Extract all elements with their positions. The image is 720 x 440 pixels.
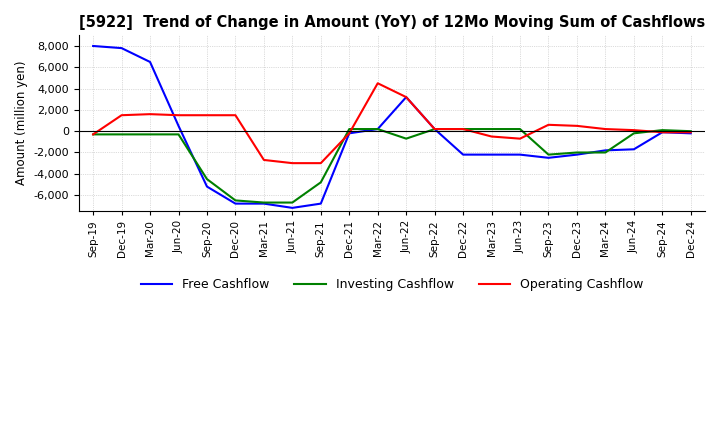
Investing Cashflow (431, 126, 439, 132)
Free Cashflow (629, 147, 638, 152)
Line: Free Cashflow: Free Cashflow (93, 46, 690, 208)
Free Cashflow (686, 131, 695, 136)
Legend: Free Cashflow, Investing Cashflow, Operating Cashflow: Free Cashflow, Investing Cashflow, Opera… (135, 273, 648, 296)
Title: [5922]  Trend of Change in Amount (YoY) of 12Mo Moving Sum of Cashflows: [5922] Trend of Change in Amount (YoY) o… (78, 15, 705, 30)
Free Cashflow (231, 201, 240, 206)
Investing Cashflow (658, 128, 667, 133)
Operating Cashflow (658, 130, 667, 135)
Free Cashflow (516, 152, 524, 157)
Free Cashflow (459, 152, 467, 157)
Free Cashflow (374, 126, 382, 132)
Investing Cashflow (572, 150, 581, 155)
Investing Cashflow (260, 200, 269, 205)
Free Cashflow (260, 201, 269, 206)
Operating Cashflow (686, 130, 695, 135)
Operating Cashflow (459, 126, 467, 132)
Operating Cashflow (145, 111, 154, 117)
Investing Cashflow (374, 126, 382, 132)
Investing Cashflow (487, 126, 496, 132)
Investing Cashflow (145, 132, 154, 137)
Free Cashflow (288, 205, 297, 210)
Investing Cashflow (89, 132, 97, 137)
Investing Cashflow (629, 131, 638, 136)
Free Cashflow (601, 148, 610, 153)
Operating Cashflow (260, 158, 269, 163)
Operating Cashflow (402, 95, 410, 100)
Operating Cashflow (516, 136, 524, 141)
Free Cashflow (145, 59, 154, 65)
Operating Cashflow (231, 113, 240, 118)
Free Cashflow (317, 201, 325, 206)
Free Cashflow (658, 130, 667, 135)
Free Cashflow (345, 131, 354, 136)
Operating Cashflow (345, 131, 354, 136)
Operating Cashflow (202, 113, 211, 118)
Operating Cashflow (431, 126, 439, 132)
Y-axis label: Amount (million yen): Amount (million yen) (15, 61, 28, 185)
Investing Cashflow (288, 200, 297, 205)
Investing Cashflow (345, 126, 354, 132)
Operating Cashflow (544, 122, 553, 128)
Operating Cashflow (288, 161, 297, 166)
Operating Cashflow (374, 81, 382, 86)
Investing Cashflow (317, 180, 325, 185)
Investing Cashflow (516, 126, 524, 132)
Operating Cashflow (174, 113, 183, 118)
Operating Cashflow (601, 126, 610, 132)
Free Cashflow (117, 45, 126, 51)
Investing Cashflow (117, 132, 126, 137)
Free Cashflow (402, 95, 410, 100)
Free Cashflow (89, 44, 97, 49)
Investing Cashflow (544, 152, 553, 157)
Investing Cashflow (601, 150, 610, 155)
Investing Cashflow (174, 132, 183, 137)
Line: Operating Cashflow: Operating Cashflow (93, 83, 690, 163)
Free Cashflow (202, 184, 211, 189)
Free Cashflow (487, 152, 496, 157)
Operating Cashflow (317, 161, 325, 166)
Free Cashflow (431, 126, 439, 132)
Investing Cashflow (231, 198, 240, 203)
Free Cashflow (174, 123, 183, 128)
Operating Cashflow (629, 128, 638, 133)
Free Cashflow (572, 152, 581, 157)
Operating Cashflow (572, 123, 581, 128)
Line: Investing Cashflow: Investing Cashflow (93, 129, 690, 202)
Operating Cashflow (117, 113, 126, 118)
Investing Cashflow (686, 128, 695, 134)
Investing Cashflow (202, 176, 211, 182)
Operating Cashflow (89, 132, 97, 137)
Operating Cashflow (487, 134, 496, 139)
Investing Cashflow (402, 136, 410, 141)
Investing Cashflow (459, 126, 467, 132)
Free Cashflow (544, 155, 553, 161)
